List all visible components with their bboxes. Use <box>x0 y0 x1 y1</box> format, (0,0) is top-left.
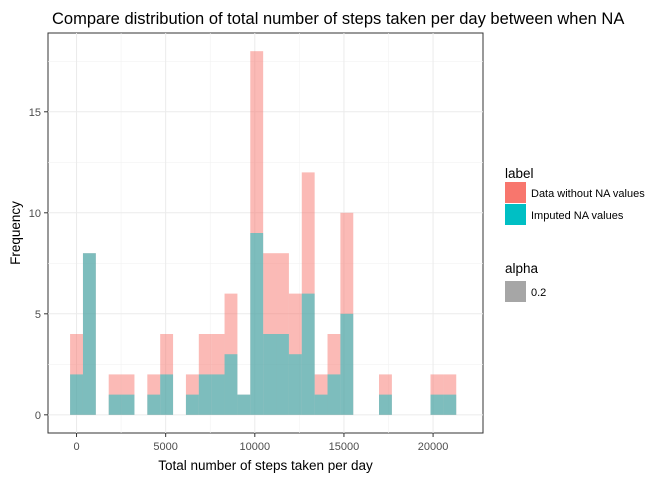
chart-title: Compare distribution of total number of … <box>52 10 624 28</box>
x-axis: 0 5000 10000 15000 20000 <box>73 433 448 453</box>
legend-swatch-data-without-na <box>505 182 526 203</box>
x-tick-label: 10000 <box>240 441 271 453</box>
x-tick-label: 5000 <box>153 441 177 453</box>
y-axis-title: Frequency <box>8 201 23 265</box>
bar-imputed-na <box>224 354 238 415</box>
x-tick-label: 15000 <box>329 441 360 453</box>
bar-imputed-na <box>250 233 264 415</box>
bar-imputed-na <box>147 394 161 415</box>
y-tick-label: 10 <box>29 208 41 220</box>
y-tick-label: 0 <box>35 410 41 422</box>
bar-imputed-na <box>340 313 354 415</box>
y-tick-label: 5 <box>35 309 41 321</box>
bar-imputed-na <box>211 374 225 415</box>
y-tick-label: 15 <box>29 107 41 119</box>
legend-title-alpha: alpha <box>505 261 539 276</box>
y-axis: 0 5 10 15 <box>29 107 48 422</box>
bar-imputed-na <box>301 293 315 415</box>
bar-imputed-na <box>379 394 392 415</box>
bar-imputed-na <box>314 394 328 415</box>
legend-label-alpha: 0.2 <box>531 287 546 299</box>
bar-imputed-na <box>276 334 289 415</box>
bar-imputed-na <box>237 394 251 415</box>
bar-layer <box>70 51 457 415</box>
bar-imputed-na <box>430 394 444 415</box>
x-tick-label: 20000 <box>418 441 449 453</box>
legend-label-imputed-na: Imputed NA values <box>531 210 624 222</box>
bar-imputed-na <box>198 374 212 415</box>
legend-swatch-alpha <box>505 281 526 302</box>
x-axis-title: Total number of steps taken per day <box>158 458 373 473</box>
bar-imputed-na <box>160 374 174 415</box>
bar-imputed-na <box>288 354 302 415</box>
bar-imputed-na <box>70 374 83 415</box>
legend-title-label: label <box>505 166 534 181</box>
bar-imputed-na <box>327 374 341 415</box>
bar-imputed-na <box>263 334 277 415</box>
x-tick-label: 0 <box>73 441 79 453</box>
bar-imputed-na <box>108 394 122 415</box>
legend: label Data without NA values Imputed NA … <box>505 166 645 302</box>
legend-swatch-imputed-na <box>505 204 526 225</box>
bar-imputed-na <box>82 253 96 415</box>
bar-imputed-na <box>121 394 135 415</box>
bar-imputed-na <box>443 394 457 415</box>
bar-imputed-na <box>185 394 199 415</box>
legend-label-data-without-na: Data without NA values <box>531 188 645 200</box>
